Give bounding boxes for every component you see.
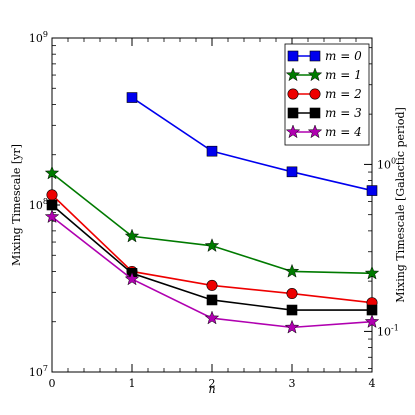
data-point-m3 — [46, 199, 58, 211]
data-point-m2 — [46, 189, 58, 201]
data-point-m1 — [124, 228, 140, 243]
y-right-tick-label: 10-1 — [377, 323, 399, 338]
data-point-m2 — [286, 288, 298, 300]
y-axis-label: Mixing Timescale [yr] — [10, 144, 23, 266]
y-tick-label: 108 — [29, 197, 48, 212]
legend-label: m = 4 — [325, 125, 362, 139]
x-tick-label: 3 — [289, 377, 296, 390]
data-point-m4 — [44, 209, 60, 224]
y-tick-label: 107 — [29, 364, 48, 379]
legend-marker — [307, 67, 323, 82]
legend-marker — [309, 88, 321, 100]
series-line-m0 — [131, 96, 373, 192]
data-point-m3 — [366, 304, 378, 316]
legend-marker — [285, 67, 301, 82]
data-point-m1 — [284, 263, 300, 278]
data-point-m0 — [366, 185, 378, 196]
legend-marker — [285, 124, 301, 139]
legend-label: m = 1 — [325, 68, 362, 82]
data-point-m0 — [126, 92, 138, 103]
data-point-m1 — [364, 265, 380, 280]
data-point-m0 — [206, 145, 218, 157]
data-point-m0 — [286, 166, 298, 178]
data-point-m1 — [44, 165, 60, 180]
data-point-m4 — [204, 310, 220, 325]
data-point-m3 — [286, 304, 298, 316]
x-tick-label: 4 — [369, 377, 376, 390]
legend-marker — [287, 107, 299, 119]
x-tick-label: 0 — [49, 377, 56, 390]
data-point-m1 — [204, 238, 220, 253]
legend-marker — [287, 50, 299, 62]
legend-marker — [307, 124, 323, 139]
data-point-m2 — [206, 279, 218, 291]
legend-marker — [287, 88, 299, 100]
y-right-axis-label: Mixing Timescale [Galactic period] — [394, 107, 407, 303]
data-point-m3 — [206, 294, 218, 306]
data-point-m4 — [284, 319, 300, 334]
x-axis-label: n — [208, 383, 215, 396]
data-point-m4 — [364, 314, 380, 328]
x-tick-label: 1 — [129, 377, 136, 390]
legend-label: m = 0 — [325, 49, 362, 63]
legend-label: m = 2 — [325, 87, 362, 101]
x-tick-label: 2 — [209, 377, 216, 390]
legend-marker — [309, 107, 321, 119]
y-tick-label: 109 — [29, 30, 48, 45]
data-point-m4 — [124, 271, 140, 286]
legend-marker — [309, 50, 321, 62]
legend-label: m = 3 — [325, 106, 362, 120]
series-line-m3 — [51, 204, 372, 311]
series-line-m1 — [51, 172, 373, 275]
